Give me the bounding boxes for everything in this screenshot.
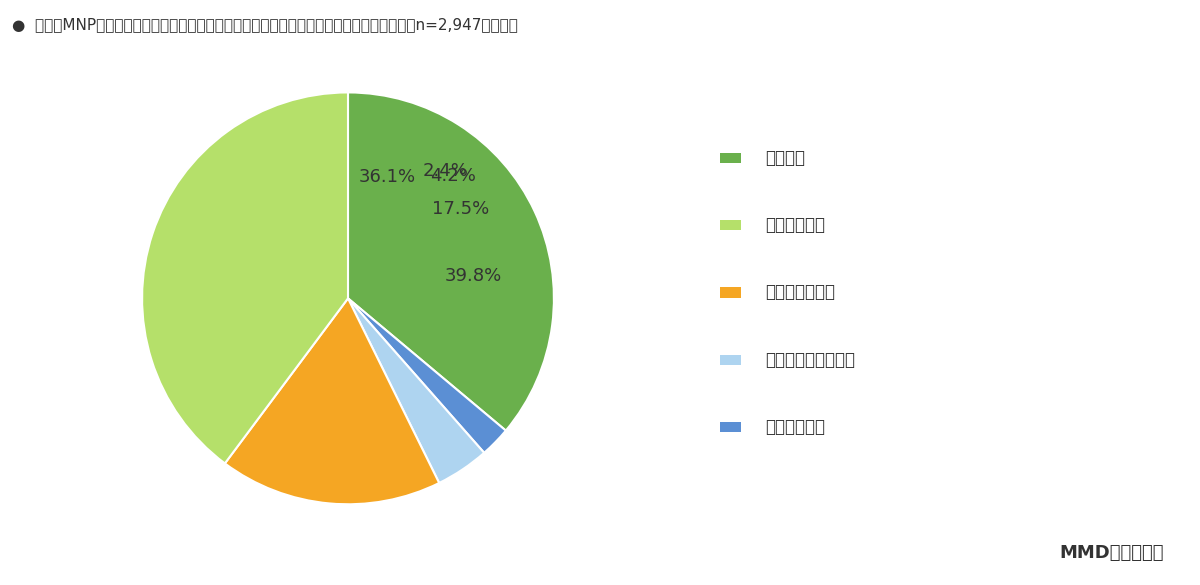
Wedge shape [348,298,484,483]
Wedge shape [348,92,554,431]
Wedge shape [142,92,348,463]
Wedge shape [224,298,439,504]
Text: そう思わない: そう思わない [766,418,826,436]
Text: あまりそう思わない: あまりそう思わない [766,351,856,369]
Text: 2.4%: 2.4% [422,161,468,180]
Text: 36.1%: 36.1% [359,168,416,186]
Text: そう思う: そう思う [766,149,805,167]
Text: 17.5%: 17.5% [432,199,490,218]
Text: どちらでもない: どちらでもない [766,284,835,301]
Text: ややそう思う: ややそう思う [766,216,826,234]
Text: ●  店頭でMNPワンストップ方式での乗り換えができるようになったら店頭で乗り換えるか（n=2,947、単数）: ● 店頭でMNPワンストップ方式での乗り換えができるようになったら店頭で乗り換え… [12,18,518,33]
Wedge shape [348,298,506,453]
Text: 39.8%: 39.8% [445,267,503,285]
Text: MMD研究所調べ: MMD研究所調べ [1060,543,1164,562]
Text: 4.2%: 4.2% [430,167,475,185]
